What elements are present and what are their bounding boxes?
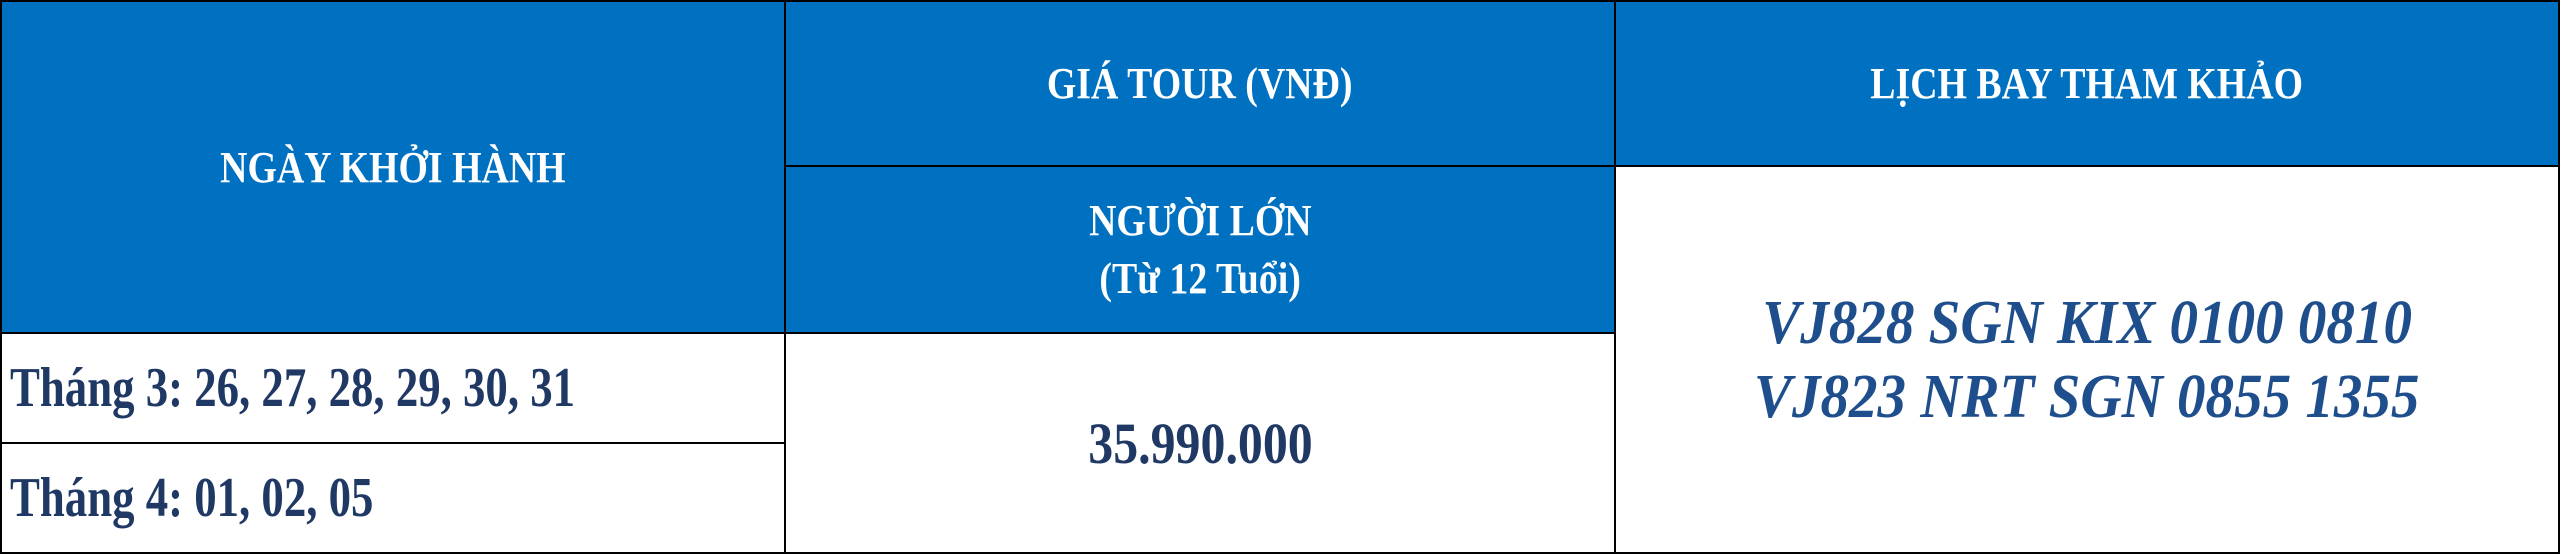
row-dates-march: Tháng 3: 26, 27, 28, 29, 30, 31	[0, 332, 786, 444]
flight-outbound: VJ828 SGN KIX 0100 0810	[1762, 288, 2412, 357]
header-label: NGƯỜI LỚN	[1088, 195, 1312, 245]
date-text: Tháng 3: 26, 27, 28, 29, 30, 31	[10, 357, 576, 419]
header-departure-date: NGÀY KHỞI HÀNH	[0, 0, 786, 334]
header-tour-price: GIÁ TOUR (VNĐ)	[784, 0, 1616, 167]
header-label: GIÁ TOUR (VNĐ)	[1047, 59, 1353, 108]
price-value: 35.990.000	[1087, 410, 1313, 476]
price-adult: 35.990.000	[784, 332, 1616, 554]
row-dates-april: Tháng 4: 01, 02, 05	[0, 442, 786, 554]
header-flight-schedule: LỊCH BAY THAM KHẢO	[1614, 0, 2560, 167]
flight-return: VJ823 NRT SGN 0855 1355	[1754, 362, 2420, 431]
header-adult: NGƯỜI LỚN (Từ 12 Tuổi)	[784, 165, 1616, 334]
header-label: NGÀY KHỞI HÀNH	[220, 142, 566, 192]
date-text: Tháng 4: 01, 02, 05	[10, 467, 374, 529]
flight-schedule-cell: VJ828 SGN KIX 0100 0810 VJ823 NRT SGN 08…	[1614, 165, 2560, 554]
header-label: LỊCH BAY THAM KHẢO	[1870, 59, 2304, 108]
header-sublabel: (Từ 12 Tuổi)	[1099, 253, 1301, 303]
